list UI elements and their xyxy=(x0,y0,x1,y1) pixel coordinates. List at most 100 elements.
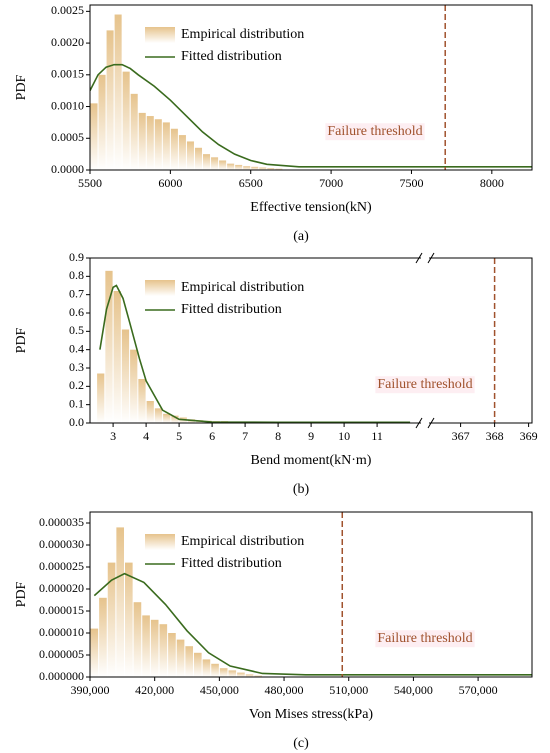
fitted-line xyxy=(90,63,532,168)
bar xyxy=(259,167,267,170)
bar xyxy=(194,147,203,170)
x-tick-label: 6 xyxy=(209,429,215,443)
bar xyxy=(170,128,178,170)
y-tick-label: 0.0000 xyxy=(51,162,84,176)
y-tick-label: 0.000015 xyxy=(39,603,84,617)
bar xyxy=(146,116,154,170)
y-tick-label: 0.0025 xyxy=(51,3,84,17)
bar xyxy=(243,166,251,170)
bar xyxy=(138,112,146,170)
x-tick-label: 6500 xyxy=(239,176,263,190)
annotation-bg xyxy=(325,123,425,141)
bar xyxy=(122,71,130,170)
y-tick-label: 0.8 xyxy=(69,268,84,282)
x-tick-label: 450,000 xyxy=(200,683,239,697)
bar xyxy=(121,329,130,423)
y-tick-label: 0.0015 xyxy=(51,67,84,81)
x-tick-label: 10 xyxy=(338,429,350,443)
annotation: Failure threshold xyxy=(377,631,472,646)
x-tick-label: 7500 xyxy=(399,176,423,190)
y-axis-label: PDF xyxy=(14,74,29,100)
break-mark xyxy=(427,417,435,429)
y-tick-label: 0.9 xyxy=(69,250,84,264)
y-tick-label: 0.1 xyxy=(69,396,84,410)
x-tick-label: 3 xyxy=(110,429,116,443)
break-mark xyxy=(415,417,423,429)
y-tick-label: 0.000035 xyxy=(39,515,84,529)
fitted-line xyxy=(93,572,532,676)
x-axis-label: Bend moment(kN·m) xyxy=(251,453,372,468)
bar xyxy=(178,135,186,170)
bar xyxy=(150,619,159,677)
bar xyxy=(275,168,283,170)
legend-swatch xyxy=(145,27,175,43)
x-tick-label: 390,000 xyxy=(71,683,110,697)
bar xyxy=(168,633,176,677)
x-tick-label: 5 xyxy=(176,429,182,443)
bar xyxy=(106,30,114,170)
annotation-bg xyxy=(375,376,475,394)
bar xyxy=(90,628,99,677)
axis-break xyxy=(421,255,429,261)
bar xyxy=(154,408,163,423)
x-tick-label: 11 xyxy=(371,429,383,443)
y-tick-label: 0.000010 xyxy=(39,625,84,639)
annotation-bg xyxy=(375,630,475,648)
y-axis-label: PDF xyxy=(14,327,29,353)
x-axis-label: Von Mises stress(kPa) xyxy=(249,707,374,722)
bar xyxy=(133,602,142,677)
bar xyxy=(219,160,227,170)
plot-frame xyxy=(89,4,533,171)
y-tick-label: 0.000000 xyxy=(39,669,84,683)
bar xyxy=(254,675,262,677)
bar xyxy=(227,163,235,170)
bar xyxy=(211,157,219,170)
y-tick-label: 0.4 xyxy=(69,341,84,355)
x-tick-label: 6000 xyxy=(158,176,182,190)
x-tick-label: 570,000 xyxy=(459,683,498,697)
y-tick-label: 0.2 xyxy=(69,378,84,392)
x-tick-label: 8 xyxy=(275,429,281,443)
caption: (a) xyxy=(293,229,309,244)
bar xyxy=(116,527,124,677)
y-tick-label: 0.000030 xyxy=(39,537,84,551)
bar xyxy=(107,562,116,677)
bar xyxy=(171,415,179,423)
y-tick-label: 0.0005 xyxy=(51,130,84,144)
bar xyxy=(105,270,113,423)
legend-swatch xyxy=(145,280,175,296)
x-tick-label: 9 xyxy=(308,429,314,443)
bar xyxy=(90,103,98,170)
legend-label: Fitted distribution xyxy=(181,556,282,571)
x-tick-label: 369 xyxy=(520,429,538,443)
break-mark xyxy=(415,252,423,264)
bar xyxy=(176,639,185,677)
y-tick-label: 0.0010 xyxy=(51,98,84,112)
bar xyxy=(186,141,194,170)
x-tick-label: 8000 xyxy=(480,176,504,190)
bar xyxy=(203,154,211,170)
bar xyxy=(159,624,168,677)
legend-label: Empirical distribution xyxy=(181,534,304,549)
caption: (b) xyxy=(293,482,310,497)
legend-label: Fitted distribution xyxy=(181,49,282,64)
bar xyxy=(219,668,228,677)
bar xyxy=(202,659,211,677)
y-tick-label: 0.6 xyxy=(69,305,84,319)
y-tick-label: 0.000020 xyxy=(39,581,84,595)
x-tick-label: 7 xyxy=(242,429,248,443)
y-tick-label: 0.0020 xyxy=(51,35,84,49)
bar xyxy=(235,164,243,170)
bar xyxy=(98,74,106,170)
bar xyxy=(267,168,275,170)
bar xyxy=(245,674,254,677)
x-tick-label: 540,000 xyxy=(394,683,433,697)
bar xyxy=(124,562,133,677)
bar xyxy=(114,14,122,170)
fitted-line xyxy=(99,284,411,423)
break-mark xyxy=(427,252,435,264)
bar xyxy=(228,670,237,677)
x-tick-label: 368 xyxy=(486,429,504,443)
bar xyxy=(193,652,202,677)
bar xyxy=(99,597,107,677)
